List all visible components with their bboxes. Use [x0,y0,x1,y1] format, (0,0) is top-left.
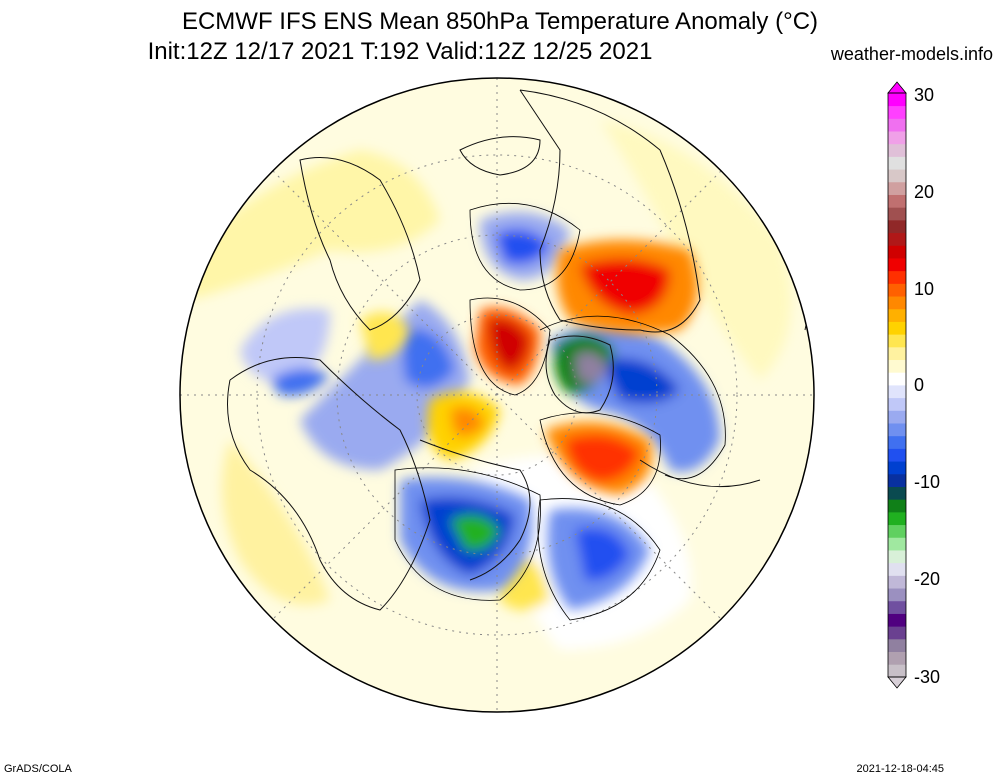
colorbar-cell [888,435,906,449]
colorbar-cell [888,232,906,246]
colorbar-cell [888,219,906,234]
colorbar-cell [888,283,906,297]
colorbar-cell [888,181,906,195]
colorbar-cell [888,511,906,526]
colorbar-cell [888,588,906,602]
colorbar-cell [888,169,906,183]
colorbar-cell [888,499,906,513]
colorbar-cell [888,296,906,310]
colorbar-cell [888,613,906,627]
colorbar-cell [888,270,906,284]
colorbar-cell [888,626,906,640]
colorbar-cell [888,638,906,653]
colorbar-label-0: 0 [914,375,925,395]
colorbar-cell [888,550,906,564]
colorbar-cell [888,245,906,259]
colorbar-cell [888,385,906,399]
colorbar-cell [888,105,906,119]
site-name: weather-models.info [830,44,993,64]
colorbar-cell [888,461,906,475]
colorbar-cell [888,600,906,614]
colorbar-cell [888,372,906,386]
colorbar-cell [888,93,906,107]
colorbar-cell [888,537,906,551]
colorbar-cell [888,308,906,322]
map-subtitle: Init:12Z 12/17 2021 T:192 Valid:12Z 12/2… [147,38,653,65]
colorbar-cell [888,524,906,538]
colorbar-cell [888,194,906,208]
colorbar-cell [888,156,906,170]
colorbar-label-minus10: -10 [914,472,941,492]
colorbar-cell [888,143,906,157]
colorbar-cell [888,334,906,348]
colorbar-cell [888,118,906,132]
colorbar-cell [888,410,906,424]
map-background [180,78,814,712]
colorbar-cell [888,258,906,272]
generation-timestamp: 2021-12-18-04:45 [856,763,944,775]
map-title: ECMWF IFS ENS Mean 850hPa Temperature An… [181,8,819,35]
colorbar-cell [888,562,906,576]
colorbar-cell [888,397,906,411]
colorbar-label-minus20: -20 [914,569,941,589]
colorbar [887,81,907,689]
colorbar-cell [888,448,906,462]
colorbar-label-30: 30 [914,85,935,105]
colorbar-cell [888,664,906,678]
colorbar-cell [888,359,906,373]
polar-map [179,77,815,713]
colorbar-cell [888,131,906,145]
colorbar-cell [888,346,906,361]
colorbar-cell [888,321,906,335]
colorbar-cell [888,207,906,221]
colorbar-label-10: 10 [914,279,935,299]
colorbar-label-minus30: -30 [914,667,941,687]
colorbar-cell [888,651,906,665]
colorbar-cell [888,486,906,500]
colorbar-cell [888,473,906,487]
map-boundary [179,77,815,713]
software-credit: GrADS/COLA [4,763,72,775]
colorbar-cell [888,423,906,437]
colorbar-label-20: 20 [914,182,935,202]
colorbar-cell [888,575,906,589]
